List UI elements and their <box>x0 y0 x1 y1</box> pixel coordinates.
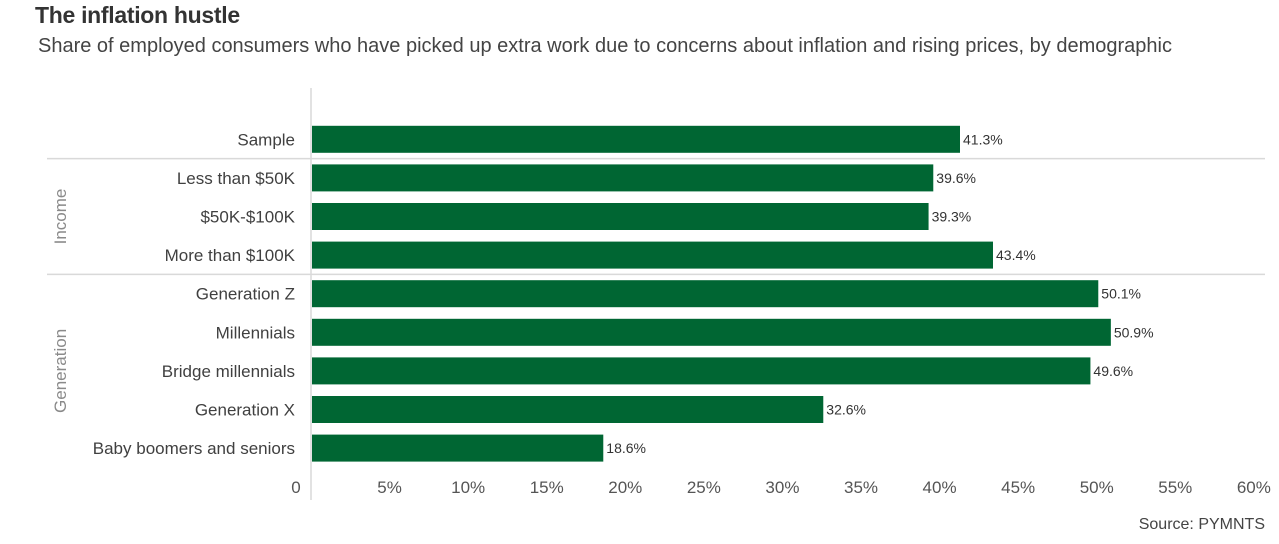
category-label: Bridge millennials <box>162 362 295 381</box>
category-label: Baby boomers and seniors <box>93 439 295 458</box>
data-label: 39.6% <box>936 170 976 186</box>
x-axis-ticks: 0 5% 10% 15% 20% 25% 30% 35% 40% 45% 50% 55% 60% <box>291 478 1271 497</box>
x-tick-label: 45% <box>1001 478 1035 497</box>
data-label: 50.1% <box>1101 286 1141 302</box>
data-label: 32.6% <box>826 402 866 418</box>
source-note: Source: PYMNTS <box>1138 516 1265 533</box>
x-tick-label: 50% <box>1080 478 1114 497</box>
group-label: Income <box>51 189 70 245</box>
group-labels: Income Generation <box>51 189 70 413</box>
bar <box>312 241 993 269</box>
x-tick-label: 30% <box>765 478 799 497</box>
chart-title: The inflation hustle <box>35 2 240 28</box>
x-tick-label: 0 <box>291 478 300 497</box>
category-label: Millennials <box>216 323 295 342</box>
group-label: Generation <box>51 329 70 413</box>
bar <box>312 434 604 462</box>
x-tick-label: 10% <box>451 478 485 497</box>
category-label: $50K-$100K <box>200 208 295 227</box>
x-tick-label: 5% <box>377 478 402 497</box>
x-tick-label: 20% <box>608 478 642 497</box>
x-tick-label: 25% <box>687 478 721 497</box>
category-label: Less than $50K <box>177 169 296 188</box>
category-labels: Sample Less than $50K $50K-$100K More than … <box>93 130 296 458</box>
data-label: 18.6% <box>606 440 646 456</box>
data-label: 41.3% <box>963 131 1003 147</box>
category-label: Generation X <box>195 401 295 420</box>
bar <box>312 164 934 192</box>
data-label: 39.3% <box>932 209 972 225</box>
bar <box>312 357 1091 385</box>
bar <box>312 125 960 153</box>
x-tick-label: 55% <box>1158 478 1192 497</box>
group-separators <box>47 157 1265 276</box>
x-tick-label: 15% <box>530 478 564 497</box>
category-label: Generation Z <box>196 285 295 304</box>
bar <box>312 203 929 230</box>
bar <box>312 396 824 423</box>
data-label: 49.6% <box>1093 363 1133 379</box>
bars <box>312 125 1111 462</box>
category-label: More than $100K <box>165 246 296 265</box>
data-labels: 41.3% 39.6% 39.3% 43.4% 50.1% 50.9% 49.6% 32.6%… <box>606 131 1153 456</box>
bar <box>312 318 1111 346</box>
x-tick-label: 40% <box>923 478 957 497</box>
x-tick-label: 60% <box>1237 478 1271 497</box>
chart-subtitle: Share of employed consumers who have pic… <box>38 35 1172 57</box>
data-label: 43.4% <box>996 247 1036 263</box>
bar <box>312 280 1099 308</box>
x-tick-label: 35% <box>844 478 878 497</box>
category-label: Sample <box>237 130 295 149</box>
data-label: 50.9% <box>1114 324 1154 340</box>
